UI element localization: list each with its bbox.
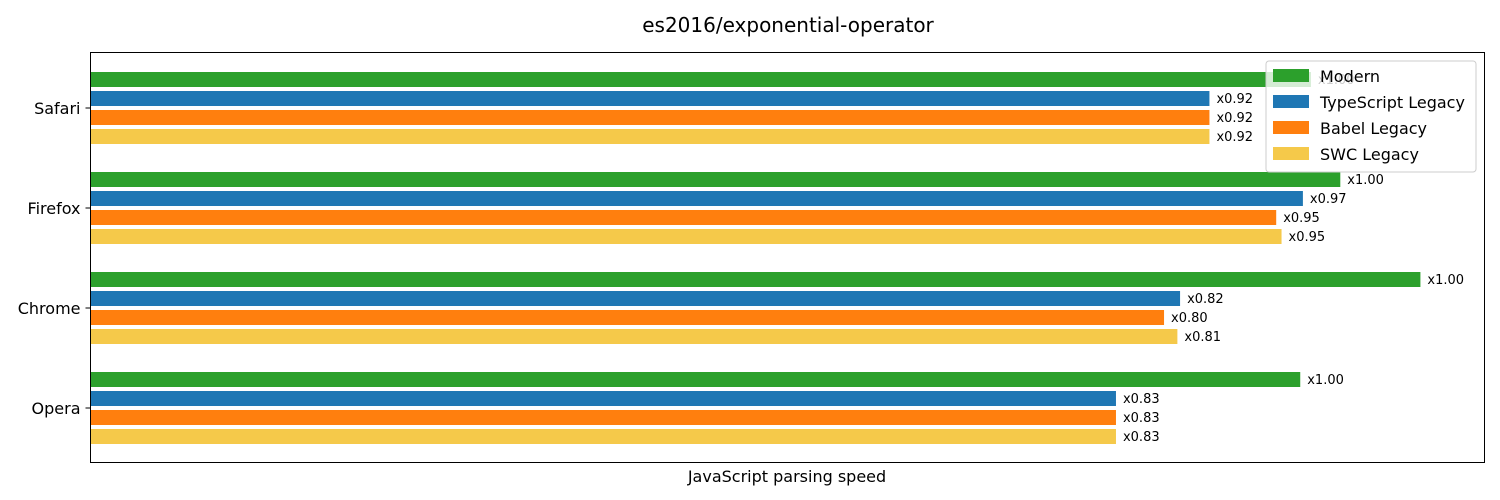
value-label: x0.80 xyxy=(1171,311,1208,326)
value-label: x1.00 xyxy=(1427,273,1464,288)
bar-opera-modern xyxy=(90,372,1301,387)
value-label: x0.92 xyxy=(1216,92,1253,107)
chart-title: es2016/exponential-operator xyxy=(642,13,934,37)
legend-label: SWC Legacy xyxy=(1320,145,1419,164)
bar-safari-typescript-legacy xyxy=(90,91,1210,106)
bar-chrome-modern xyxy=(90,272,1421,287)
bar-chrome-typescript-legacy xyxy=(90,291,1181,306)
legend-swatch xyxy=(1273,95,1309,108)
legend-swatch xyxy=(1273,69,1309,82)
value-label: x1.00 xyxy=(1347,173,1384,188)
bar-opera-swc-legacy xyxy=(90,429,1116,444)
y-tick-label: Firefox xyxy=(28,199,81,218)
value-label: x0.83 xyxy=(1123,392,1160,407)
value-label: x0.97 xyxy=(1310,192,1347,207)
y-tick-label: Opera xyxy=(32,399,81,418)
bar-safari-swc-legacy xyxy=(90,129,1210,144)
bar-safari-babel-legacy xyxy=(90,110,1210,125)
value-label: x0.82 xyxy=(1187,292,1224,307)
plot-area-frame xyxy=(90,52,1485,463)
legend-swatch xyxy=(1273,147,1309,160)
legend: Modern TypeScript Legacy Babel Legacy SWC L… xyxy=(1265,60,1477,173)
bar-firefox-modern xyxy=(90,172,1341,187)
bar-opera-babel-legacy xyxy=(90,410,1116,425)
value-label: x0.95 xyxy=(1283,211,1320,226)
bar-firefox-swc-legacy xyxy=(90,229,1282,244)
bar-chrome-babel-legacy xyxy=(90,310,1165,325)
value-label: x0.92 xyxy=(1216,111,1253,126)
value-label: x0.95 xyxy=(1289,230,1326,245)
legend-label: Babel Legacy xyxy=(1320,119,1427,138)
legend-box xyxy=(1265,60,1477,173)
value-labels-group: x1.00x0.92x0.92x0.92x1.00x0.97x0.95x0.95… xyxy=(1123,73,1464,445)
legend-label: TypeScript Legacy xyxy=(1319,93,1465,112)
bar-firefox-babel-legacy xyxy=(90,210,1277,225)
bar-safari-modern xyxy=(90,72,1311,87)
legend-swatch xyxy=(1273,121,1309,134)
value-label: x0.92 xyxy=(1216,130,1253,145)
y-axis: Safari Firefox Chrome Opera xyxy=(18,99,91,418)
bar-chrome-swc-legacy xyxy=(90,329,1178,344)
value-label: x0.81 xyxy=(1184,330,1221,345)
value-label: x1.00 xyxy=(1307,373,1344,388)
legend-label: Modern xyxy=(1320,67,1380,86)
value-label: x0.83 xyxy=(1123,430,1160,445)
x-axis-label: JavaScript parsing speed xyxy=(687,467,886,486)
bar-firefox-typescript-legacy xyxy=(90,191,1303,206)
bar-opera-typescript-legacy xyxy=(90,391,1116,406)
y-tick-label: Safari xyxy=(34,99,80,118)
bars-group xyxy=(90,72,1421,444)
value-label: x0.83 xyxy=(1123,411,1160,426)
y-tick-label: Chrome xyxy=(18,299,81,318)
